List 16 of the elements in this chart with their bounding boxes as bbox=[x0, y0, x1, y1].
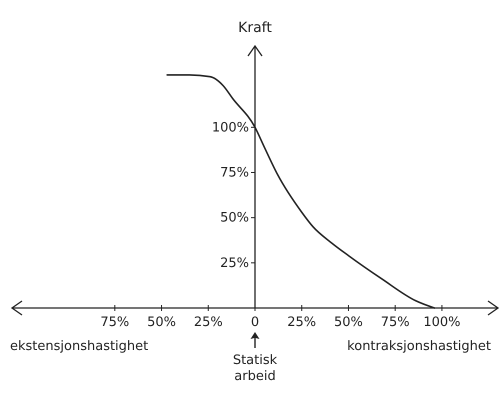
text: ekstensjonshastighet bbox=[10, 339, 148, 354]
y-tick-label: 100% bbox=[212, 120, 249, 136]
y-tick-label: 50% bbox=[220, 210, 249, 226]
x-tick-label: 50% bbox=[334, 315, 363, 330]
text: kontraksjonshastighet bbox=[347, 339, 491, 354]
y-axis-title: Kraft bbox=[238, 20, 272, 36]
y-tick-label: 75% bbox=[220, 165, 249, 180]
y-tick-label: 25% bbox=[220, 256, 249, 271]
x-tick-label: 75% bbox=[100, 315, 130, 330]
x-tick-label: 0 bbox=[250, 315, 260, 330]
text: Statisk arbeid bbox=[232, 353, 278, 384]
x-tick-label: 75% bbox=[380, 315, 410, 330]
x-tick-label: 25% bbox=[287, 315, 316, 330]
x-tick-label: 100% bbox=[423, 315, 461, 330]
x-tick-label: 50% bbox=[147, 315, 176, 330]
x-tick-label: 25% bbox=[194, 315, 223, 330]
